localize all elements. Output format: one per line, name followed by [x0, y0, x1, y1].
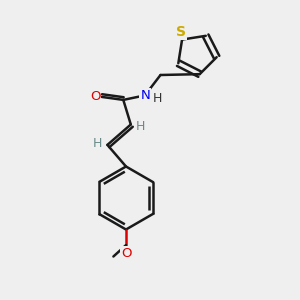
- Text: H: H: [136, 119, 145, 133]
- Text: N: N: [140, 88, 150, 102]
- Text: O: O: [121, 247, 131, 260]
- Text: H: H: [153, 92, 162, 105]
- Text: S: S: [176, 25, 186, 39]
- Text: H: H: [93, 137, 103, 150]
- Text: O: O: [90, 90, 101, 104]
